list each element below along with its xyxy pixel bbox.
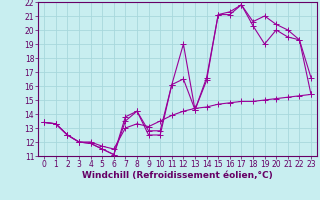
X-axis label: Windchill (Refroidissement éolien,°C): Windchill (Refroidissement éolien,°C) bbox=[82, 171, 273, 180]
